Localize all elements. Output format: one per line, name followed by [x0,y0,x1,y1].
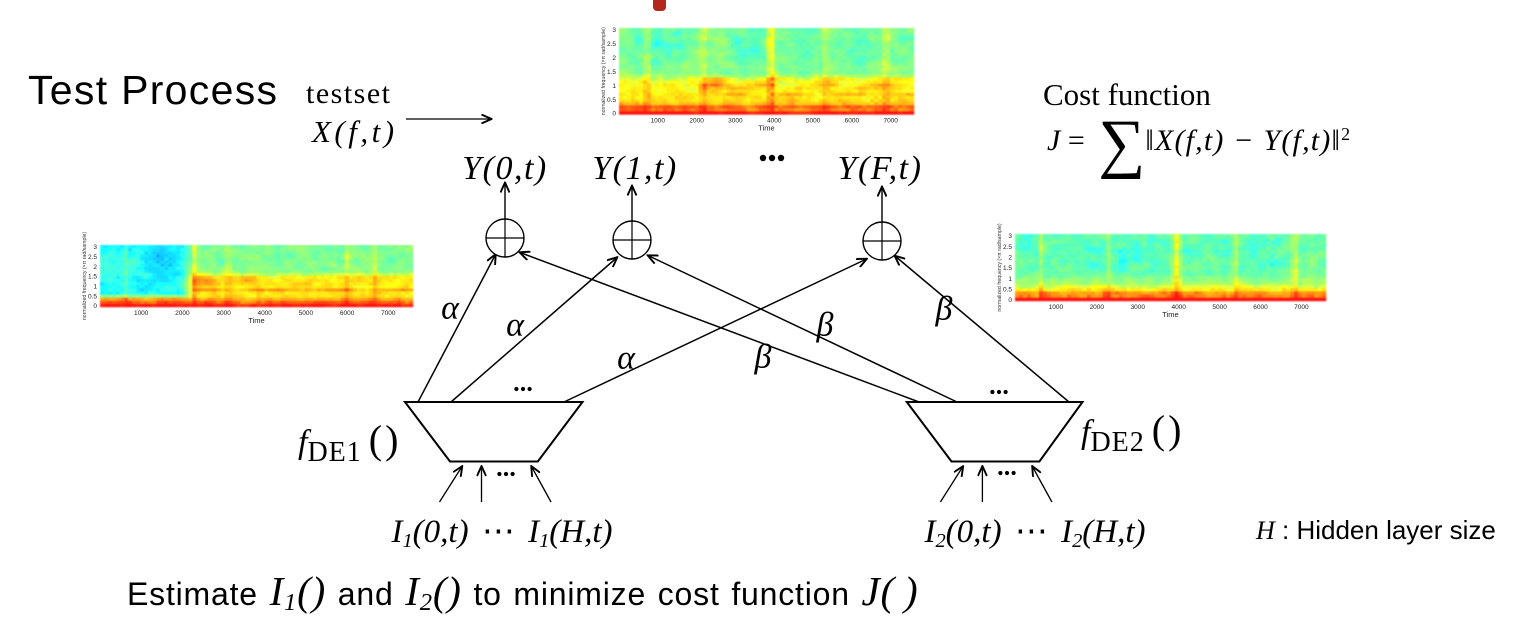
svg-text:0: 0 [1008,297,1012,304]
svg-text:1.5: 1.5 [88,274,97,281]
svg-text:6000: 6000 [845,118,860,125]
svg-text:7000: 7000 [883,118,898,125]
svg-text:Time: Time [248,316,264,325]
svg-text:1: 1 [612,83,616,90]
svg-text:7000: 7000 [381,310,396,317]
svg-text:0: 0 [612,111,616,118]
svg-text:0.5: 0.5 [607,97,616,104]
svg-text:3000: 3000 [728,118,743,125]
svg-text:5000: 5000 [806,118,821,125]
svg-text:1000: 1000 [1049,304,1064,311]
svg-text:1.5: 1.5 [1003,265,1012,272]
svg-text:2: 2 [1008,255,1012,262]
svg-text:normalized frequency (×π rad/s: normalized frequency (×π rad/sample) [601,27,607,115]
svg-text:5000: 5000 [1212,304,1227,311]
svg-text:0.5: 0.5 [88,293,97,300]
svg-text:2.5: 2.5 [88,254,97,261]
svg-text:2: 2 [612,55,616,62]
svg-text:4000: 4000 [1171,304,1186,311]
svg-text:2000: 2000 [175,310,190,317]
svg-text:1.5: 1.5 [607,69,616,76]
svg-text:6000: 6000 [1253,304,1268,311]
svg-text:Time: Time [758,124,774,133]
svg-text:1: 1 [1008,276,1012,283]
svg-text:1000: 1000 [651,118,666,125]
svg-text:0.5: 0.5 [1003,287,1012,294]
svg-text:Time: Time [1162,310,1178,319]
svg-text:normalized frequency (×π rad/s: normalized frequency (×π rad/sample) [997,223,1003,311]
svg-text:3000: 3000 [1131,304,1146,311]
svg-text:2: 2 [93,264,97,271]
svg-text:3000: 3000 [216,310,231,317]
svg-text:6000: 6000 [340,310,355,317]
svg-text:3: 3 [612,27,616,34]
svg-text:2.5: 2.5 [607,41,616,48]
svg-text:normalized frequency (×π rad/s: normalized frequency (×π rad/sample) [82,232,88,320]
svg-text:4000: 4000 [257,310,272,317]
svg-text:3: 3 [93,244,97,251]
svg-text:7000: 7000 [1294,304,1309,311]
svg-text:1000: 1000 [134,310,149,317]
svg-text:5000: 5000 [299,310,314,317]
svg-text:4000: 4000 [767,118,782,125]
svg-text:2000: 2000 [1090,304,1105,311]
svg-text:1: 1 [93,284,97,291]
svg-text:2.5: 2.5 [1003,244,1012,251]
svg-text:3: 3 [1008,233,1012,240]
svg-text:0: 0 [93,303,97,310]
svg-text:2000: 2000 [689,118,704,125]
